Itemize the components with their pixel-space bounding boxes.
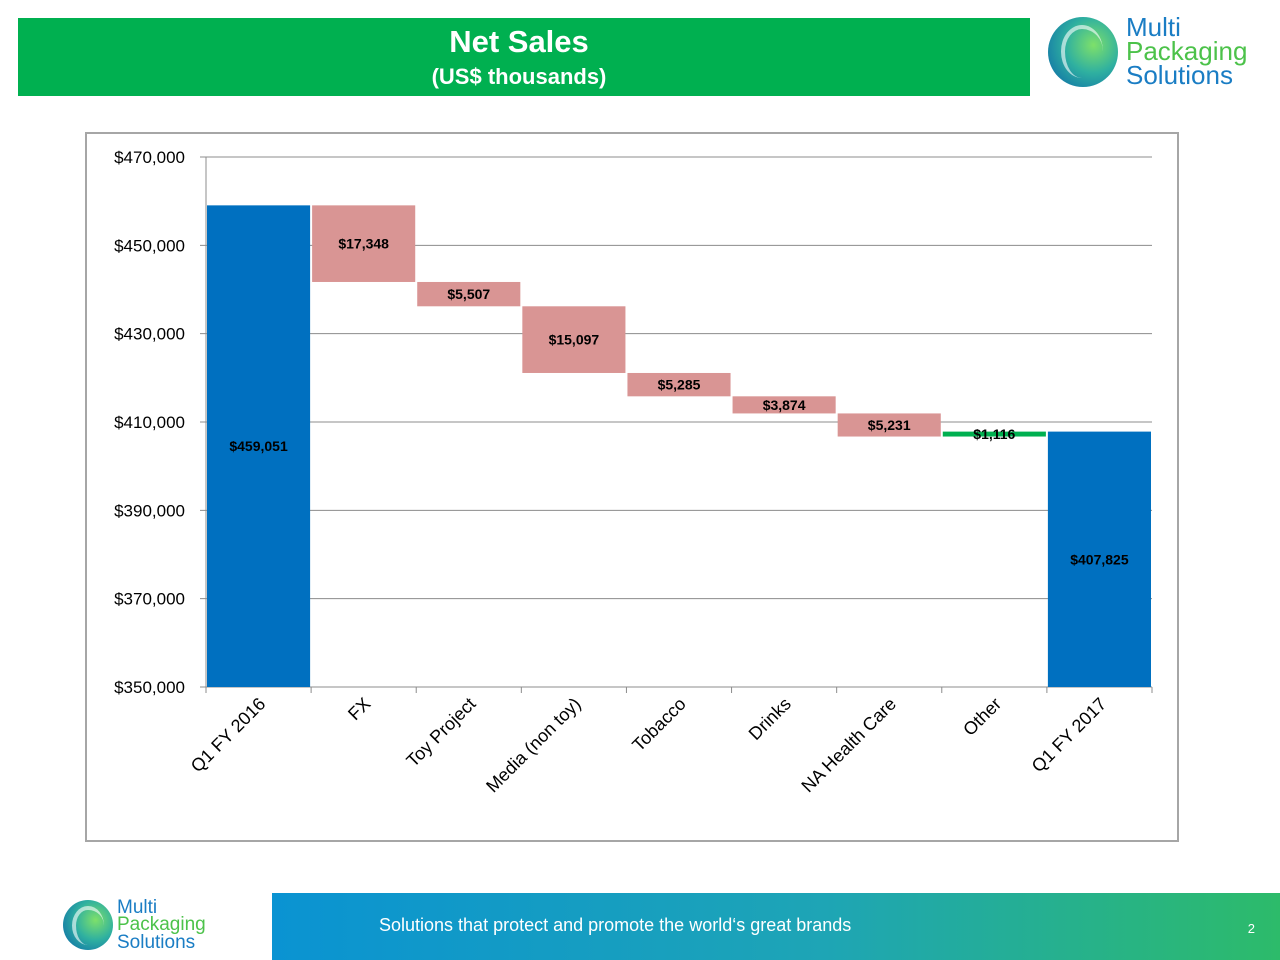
y-tick-label: $470,000 xyxy=(114,148,185,167)
x-tick-label: NA Health Care xyxy=(797,694,900,797)
footer-bar: Solutions that protect and promote the w… xyxy=(272,893,1280,960)
data-label: $1,116 xyxy=(973,426,1015,442)
y-tick-label: $390,000 xyxy=(114,501,185,520)
x-tick-label: Q1 FY 2016 xyxy=(187,694,270,777)
x-tick-label: Other xyxy=(959,694,1005,740)
bar-q1-fy-2017 xyxy=(1047,431,1151,687)
logo-text-multi: Multi xyxy=(1126,12,1181,42)
bar-q1-fy-2016 xyxy=(207,205,311,687)
data-label: $15,097 xyxy=(549,332,600,348)
bar-na-health-care xyxy=(837,413,941,437)
y-tick-label: $370,000 xyxy=(114,590,185,609)
x-tick-label: Drinks xyxy=(745,694,795,744)
data-label: $3,874 xyxy=(763,397,806,413)
data-label: $5,231 xyxy=(868,417,911,433)
y-tick-label: $450,000 xyxy=(114,236,185,255)
data-label: $5,507 xyxy=(447,286,490,302)
bar-other xyxy=(942,431,1046,437)
data-label: $407,825 xyxy=(1070,551,1129,567)
logo-text-solutions: Solutions xyxy=(1126,59,1233,90)
logo-text-packaging: Packaging xyxy=(1126,35,1248,66)
logo-globe-icon xyxy=(1048,16,1118,87)
x-tick-label: Media (non toy) xyxy=(482,694,585,797)
company-logo: Multi Packaging Solutions xyxy=(1048,12,1248,90)
footer-logo-globe-icon xyxy=(63,900,113,951)
footer-logo-text-solutions: Solutions xyxy=(117,931,196,953)
page-number: 2 xyxy=(1247,921,1255,936)
footer-logo: Multi Packaging Solutions xyxy=(63,897,206,953)
data-label: $459,051 xyxy=(229,438,288,454)
footer-logo-text-multi: Multi xyxy=(117,897,158,918)
chart-title: Net Sales xyxy=(449,24,589,59)
x-tick-label: Toy Project xyxy=(402,694,479,771)
chart-frame xyxy=(85,132,1179,842)
x-tick-label: Tobacco xyxy=(628,694,690,756)
y-tick-label: $430,000 xyxy=(114,325,185,344)
chart-subtitle: (US$ thousands) xyxy=(431,64,607,89)
data-label: $17,348 xyxy=(338,236,389,252)
x-tick-label: FX xyxy=(344,694,374,724)
y-tick-label: $410,000 xyxy=(114,413,185,432)
x-tick-label: Q1 FY 2017 xyxy=(1028,694,1111,777)
bar-tobacco xyxy=(627,372,731,397)
bar-drinks xyxy=(732,396,836,414)
footer-logo-text-packaging: Packaging xyxy=(117,914,206,936)
y-tick-label: $350,000 xyxy=(114,678,185,697)
bar-media-non-toy- xyxy=(522,306,626,373)
data-label: $5,285 xyxy=(658,377,701,393)
bar-fx xyxy=(312,205,416,282)
bar-toy-project xyxy=(417,281,521,307)
footer-tagline: Solutions that protect and promote the w… xyxy=(379,915,852,935)
title-banner: Net Sales (US$ thousands) xyxy=(18,18,1030,96)
